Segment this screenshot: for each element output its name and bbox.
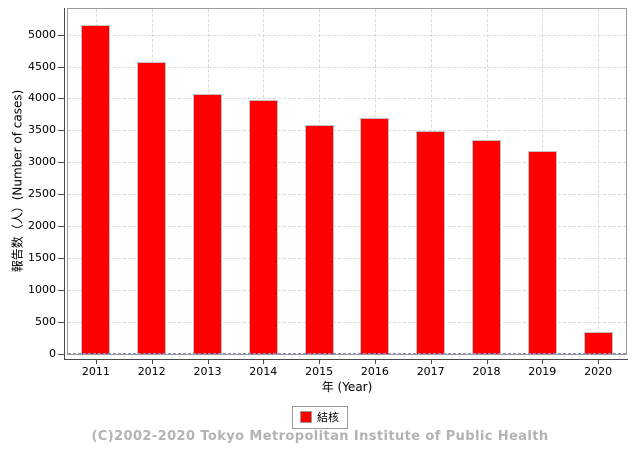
x-tick-label-2015: 2015 bbox=[305, 365, 334, 378]
bar-cell-2015 bbox=[291, 9, 347, 354]
bar-cell-2013 bbox=[180, 9, 236, 354]
gridline-y-1500 bbox=[68, 258, 626, 260]
zero-baseline-marker bbox=[68, 353, 626, 354]
x-tick-label-2016: 2016 bbox=[360, 365, 389, 378]
y-tick-3500 bbox=[58, 130, 64, 132]
x-tick-2019 bbox=[542, 360, 544, 364]
y-tick-label-4500: 4500 bbox=[28, 59, 56, 73]
bar-2011 bbox=[81, 25, 111, 354]
x-tick-2011 bbox=[95, 360, 97, 364]
bar-cell-2018 bbox=[459, 9, 515, 354]
bar-cell-2011 bbox=[68, 9, 124, 354]
y-tick-label-2500: 2500 bbox=[28, 187, 56, 201]
plot-area bbox=[67, 8, 627, 355]
bar-cell-2012 bbox=[124, 9, 180, 354]
y-tick-1000 bbox=[58, 290, 64, 292]
y-tick-0 bbox=[58, 354, 64, 355]
gridline-y-3500 bbox=[68, 130, 626, 132]
bar-2012 bbox=[137, 62, 167, 354]
x-tick-2013 bbox=[207, 360, 209, 364]
bar-2019 bbox=[527, 151, 557, 354]
bar-2015 bbox=[304, 125, 334, 354]
bar-2017 bbox=[416, 131, 446, 354]
x-tick-2020 bbox=[598, 360, 600, 364]
y-tick-2500 bbox=[58, 194, 64, 196]
x-tick-label-2019: 2019 bbox=[528, 365, 557, 378]
y-tick-label-3500: 3500 bbox=[28, 123, 56, 137]
legend: 結核 bbox=[292, 406, 348, 429]
gridline-x-2020 bbox=[598, 9, 600, 354]
x-tick-2014 bbox=[263, 360, 265, 364]
bar-2014 bbox=[248, 100, 278, 354]
y-tick-label-500: 500 bbox=[35, 315, 56, 329]
y-tick-4000 bbox=[58, 98, 64, 100]
y-tick-label-0: 0 bbox=[49, 347, 56, 360]
gridline-y-4500 bbox=[68, 66, 626, 68]
x-axis-line bbox=[64, 359, 628, 360]
bar-cell-2019 bbox=[514, 9, 570, 354]
x-tick-2018 bbox=[486, 360, 488, 364]
x-tick-label-2014: 2014 bbox=[249, 365, 278, 378]
bar-2018 bbox=[471, 140, 501, 354]
y-tick-3000 bbox=[58, 162, 64, 164]
x-tick-label-2012: 2012 bbox=[137, 365, 166, 378]
gridline-y-2500 bbox=[68, 194, 626, 196]
x-tick-2012 bbox=[151, 360, 153, 364]
y-tick-label-4000: 4000 bbox=[28, 91, 56, 105]
y-tick-4500 bbox=[58, 66, 64, 68]
x-tick-2017 bbox=[430, 360, 432, 364]
gridline-y-2000 bbox=[68, 226, 626, 228]
gridline-y-1000 bbox=[68, 290, 626, 292]
y-tick-1500 bbox=[58, 258, 64, 260]
bar-cell-2014 bbox=[235, 9, 291, 354]
bar-cell-2017 bbox=[403, 9, 459, 354]
bar-series-tuberculosis bbox=[68, 9, 626, 354]
bar-2020 bbox=[583, 331, 613, 354]
y-axis-line bbox=[64, 8, 65, 360]
y-axis-title: 報告数（人）(Number of cases) bbox=[10, 89, 25, 273]
y-tick-label-2000: 2000 bbox=[28, 219, 56, 233]
x-tick-label-2017: 2017 bbox=[416, 365, 445, 378]
y-tick-label-3000: 3000 bbox=[28, 155, 56, 169]
gridline-y-5000 bbox=[68, 34, 626, 36]
gridline-y-3000 bbox=[68, 162, 626, 164]
gridline-y-4000 bbox=[68, 98, 626, 100]
legend-color-swatch bbox=[300, 411, 312, 423]
y-tick-label-5000: 5000 bbox=[28, 27, 56, 41]
copyright-footer: (C)2002-2020 Tokyo Metropolitan Institut… bbox=[91, 429, 549, 444]
bar-cell-2020 bbox=[570, 9, 626, 354]
x-tick-2015 bbox=[319, 360, 321, 364]
x-tick-label-2018: 2018 bbox=[472, 365, 501, 378]
x-tick-label-2013: 2013 bbox=[193, 365, 222, 378]
x-axis-title: 年 (Year) bbox=[321, 380, 373, 394]
y-tick-5000 bbox=[58, 34, 64, 36]
y-tick-500 bbox=[58, 322, 64, 324]
bar-cell-2016 bbox=[347, 9, 403, 354]
gridline-y-500 bbox=[68, 322, 626, 324]
bar-2013 bbox=[192, 94, 222, 354]
y-tick-label-1500: 1500 bbox=[28, 251, 56, 265]
x-tick-2016 bbox=[374, 360, 376, 364]
y-tick-2000 bbox=[58, 226, 64, 228]
x-tick-label-2020: 2020 bbox=[584, 365, 613, 378]
legend-label-tuberculosis: 結核 bbox=[317, 411, 339, 424]
bar-2016 bbox=[360, 117, 390, 354]
x-tick-label-2011: 2011 bbox=[81, 365, 110, 378]
y-tick-label-1000: 1000 bbox=[28, 283, 56, 297]
